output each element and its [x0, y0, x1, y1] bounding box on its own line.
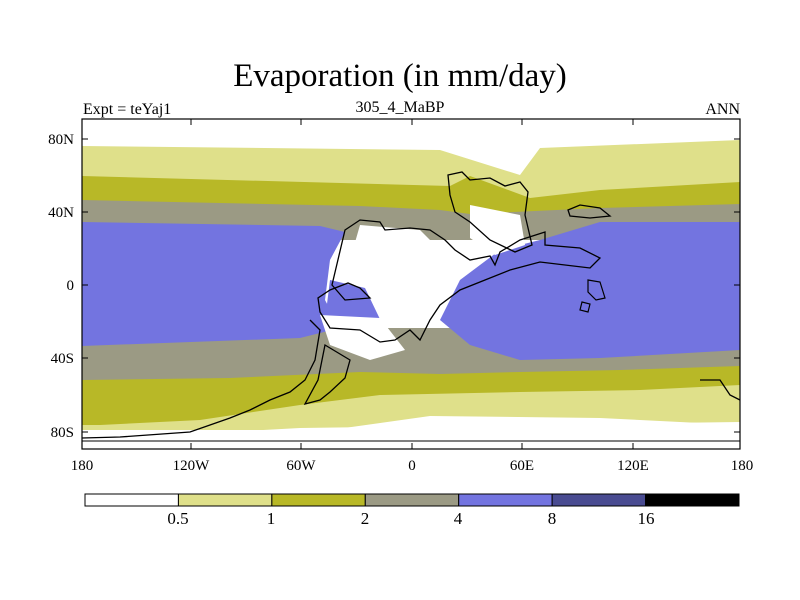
land-interior: [470, 205, 525, 255]
lon-tick-label: 120E: [617, 458, 649, 474]
band-high-pacific: [82, 222, 345, 346]
lat-tick-label: 80N: [48, 132, 74, 148]
lon-tick-label: 180: [730, 458, 754, 474]
colorbar-segment: [84, 493, 179, 507]
colorbar-tick-label: 8: [547, 509, 557, 528]
colorbar-segment: [364, 493, 460, 507]
period-label: 305_4_MaBP: [355, 99, 445, 116]
lon-tick-label: 120W: [172, 458, 210, 474]
coastline: [317, 219, 602, 343]
lat-tick-label: 40S: [50, 351, 74, 367]
lon-tick-label: 180: [70, 458, 94, 474]
land-interior: [350, 225, 440, 272]
colorbar-segment: [458, 493, 553, 507]
season-label: ANN: [705, 101, 740, 118]
lon-tick-label: 60E: [509, 458, 535, 474]
lat-tick-label: 80S: [50, 425, 74, 441]
colorbar-segment: [271, 493, 366, 507]
coastline: [447, 171, 533, 253]
colorbar-tick-label: 16: [637, 509, 655, 528]
coastline-islands: [579, 279, 606, 313]
tick-marks: [82, 119, 740, 449]
map-title: Evaporation (in mm/day): [233, 58, 567, 94]
colorbar-segment: [645, 493, 740, 507]
polar-region: [82, 422, 740, 449]
colorbar-tick-label: 0.5: [167, 509, 189, 528]
land-interior: [320, 315, 405, 360]
coastline: [567, 204, 612, 219]
colorbar-tick-label: 4: [453, 509, 463, 528]
colorbar: [84, 493, 740, 507]
colorbar-segment: [551, 493, 647, 507]
colorbar-segment: [177, 493, 273, 507]
coastline: [82, 319, 740, 439]
colorbar-tick-label: 2: [360, 509, 370, 528]
colorbar-tick-label: 1: [266, 509, 276, 528]
evaporation-fields: [82, 119, 740, 449]
lon-tick-label: 0: [408, 458, 416, 474]
band-high-tethys: [440, 222, 740, 360]
lat-tick-label: 0: [66, 278, 75, 294]
lat-tick-label: 40N: [48, 205, 74, 221]
map-frame: [81, 118, 741, 450]
lon-tick-label: 60W: [286, 458, 316, 474]
experiment-label: Expt = teYaj1: [83, 101, 172, 118]
